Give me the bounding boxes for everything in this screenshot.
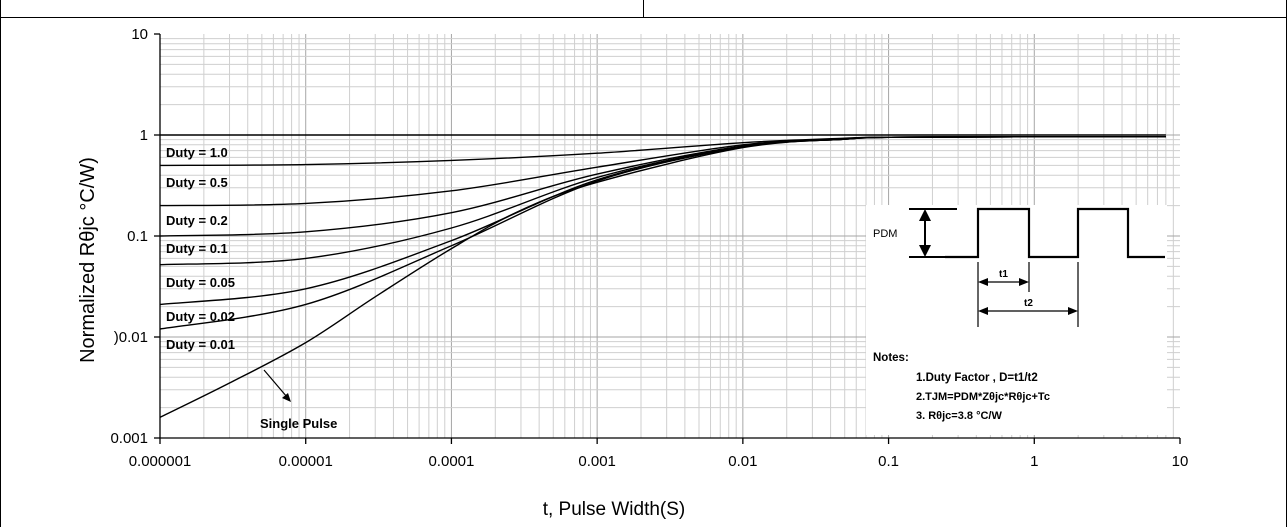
x-axis-label: t, Pulse Width(S) (543, 499, 686, 520)
chart-series-labels: Duty = 1.0 Duty = 0.5 Duty = 0.2 Duty = 0.1… (166, 145, 337, 431)
x-tick-label: 0.01 (728, 453, 757, 470)
notes-title: Notes: (873, 352, 909, 364)
pdm-arrow-up-icon (919, 209, 931, 221)
single-pulse-pointer (263, 369, 288, 398)
x-tick-label: 0.0001 (428, 453, 474, 470)
y-tick-label: )0.01 (114, 329, 148, 346)
y-tick-label: 10 (131, 26, 148, 43)
series-label-duty-0-01: Duty = 0.01 (166, 337, 235, 352)
series-line-duty-0-2 (159, 136, 1166, 207)
x-tick-label: 0.000001 (129, 453, 192, 470)
series-label-duty-0-5: Duty = 0.5 (166, 175, 228, 190)
t1-arrow-right-icon (1019, 278, 1029, 286)
chart-tick-labels: 0.000001 0.00001 0.0001 0.001 0.01 0.1 1 10 0.00… (110, 26, 1188, 470)
x-tick-label: 0.1 (878, 453, 899, 470)
pulse-waveform (945, 207, 1165, 259)
t2-arrow-left-icon (978, 307, 988, 315)
series-label-duty-0-05: Duty = 0.05 (166, 275, 235, 290)
series-label-single-pulse: Single Pulse (260, 416, 337, 431)
chart-series (159, 134, 1166, 419)
x-tick-label: 0.00001 (279, 453, 333, 470)
series-label-duty-0-02: Duty = 0.02 (166, 309, 235, 324)
t1-arrow-left-icon (978, 278, 988, 286)
inset-panel: PDM t1 t2 Notes: 1.Duty Factor , D=t1/t2… (866, 205, 1167, 435)
y-axis-label: Normalized Rθjc °C/W) (77, 157, 99, 363)
pdm-arrow-down-icon (919, 245, 931, 257)
y-tick-label: 1 (140, 127, 148, 144)
series-label-duty-0-1: Duty = 0.1 (166, 241, 228, 256)
x-tick-label: 1 (1030, 453, 1038, 470)
t2-arrow-right-icon (1068, 307, 1078, 315)
t1-label: t1 (999, 269, 1008, 280)
note-line-1: 1.Duty Factor , D=t1/t2 (916, 372, 1038, 384)
y-tick-label: 0.1 (127, 228, 148, 245)
series-label-duty-1-0: Duty = 1.0 (166, 145, 228, 160)
series-label-duty-0-2: Duty = 0.2 (166, 213, 228, 228)
single-pulse-arrow-icon (282, 393, 291, 402)
note-line-3: 3. Rθjc=3.8 °C/W (916, 410, 1002, 422)
y-tick-label: 0.001 (110, 430, 148, 447)
series-line-single-pulse (159, 136, 1166, 419)
pdm-label: PDM (873, 228, 897, 240)
note-line-2: 2.TJM=PDM*Zθjc*Rθjc+Tc (916, 391, 1050, 403)
inset-background (866, 205, 1167, 435)
x-tick-label: 0.001 (578, 453, 616, 470)
t2-label: t2 (1024, 298, 1033, 309)
x-tick-label: 10 (1172, 453, 1189, 470)
